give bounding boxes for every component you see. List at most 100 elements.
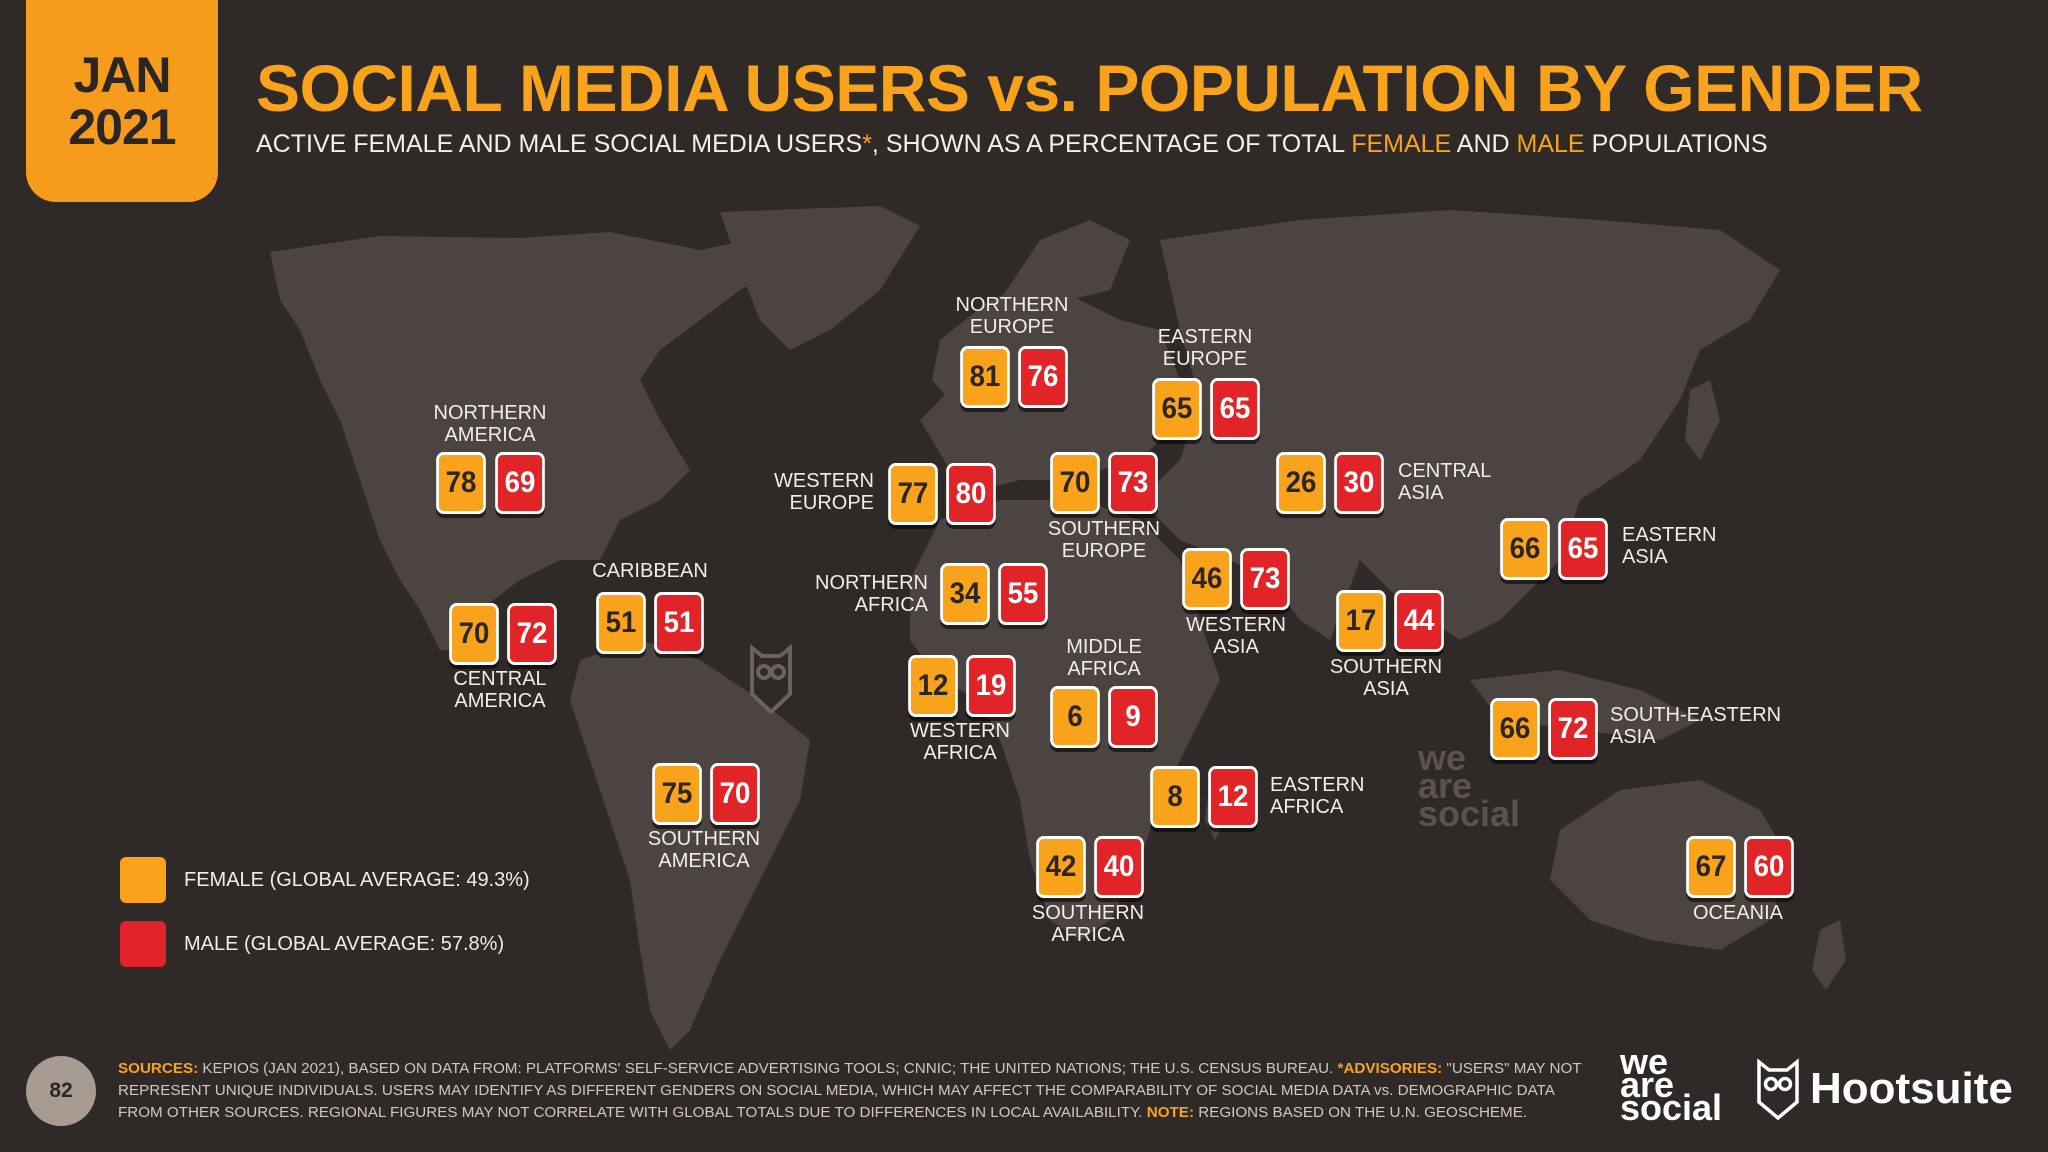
female-value-eastern-africa: 8 <box>1150 766 1200 828</box>
legend-swatch-female <box>120 857 166 903</box>
male-value-eastern-asia: 65 <box>1558 518 1608 580</box>
female-value-southern-europe: 70 <box>1050 452 1100 514</box>
male-value-northern-europe: 76 <box>1018 346 1068 408</box>
region-label-northern-america: NORTHERN AMERICA <box>433 402 547 446</box>
male-value-southern-africa: 40 <box>1094 836 1144 898</box>
female-value-south-eastern-asia: 66 <box>1490 698 1540 760</box>
land-greenland <box>720 206 920 350</box>
advisories-label: *ADVISORIES: <box>1337 1060 1443 1077</box>
sources-label: SOURCES: <box>118 1060 199 1077</box>
region-label-central-asia: CENTRAL ASIA <box>1398 460 1492 504</box>
legend-label-male: MALE (GLOBAL AVERAGE: 57.8%) <box>184 933 505 955</box>
land-japan <box>1685 380 1720 460</box>
subtitle-part-4: POPULATIONS <box>1584 130 1768 158</box>
region-label-southern-europe: SOUTHERN EUROPE <box>1047 518 1161 562</box>
watermark-line-2: are <box>1418 765 1473 806</box>
region-label-western-asia: WESTERN ASIA <box>1186 614 1286 658</box>
female-value-northern-europe: 81 <box>960 346 1010 408</box>
female-value-central-america: 70 <box>449 603 499 665</box>
male-value-western-africa: 19 <box>966 655 1016 717</box>
legend-swatch-male <box>120 921 166 967</box>
female-value-southern-asia: 17 <box>1336 590 1386 652</box>
female-value-eastern-asia: 66 <box>1500 518 1550 580</box>
hootsuite-owl-icon <box>1757 1058 1799 1120</box>
male-value-central-asia: 30 <box>1334 452 1384 514</box>
land-north-america <box>270 232 790 650</box>
note-body: REGIONS BASED ON THE U.N. GEOSCHEME. <box>1194 1104 1528 1121</box>
logo-line-social: social <box>1620 1087 1723 1128</box>
subtitle-asterisk: * <box>862 130 872 158</box>
region-label-southern-africa: SOUTHERN AFRICA <box>1031 902 1145 946</box>
region-label-caribbean: CARIBBEAN <box>592 560 708 582</box>
female-value-northern-america: 78 <box>436 452 486 514</box>
female-value-western-africa: 12 <box>908 655 958 717</box>
subtitle-male: MALE <box>1516 130 1585 158</box>
female-value-western-europe: 77 <box>888 463 938 525</box>
date-month: JAN <box>73 46 171 103</box>
watermark-line-1: we <box>1418 737 1467 778</box>
we-are-social-logo: we are social <box>1620 1044 1723 1128</box>
note-label: NOTE: <box>1146 1104 1194 1121</box>
female-value-middle-africa: 6 <box>1050 686 1100 748</box>
male-value-western-europe: 80 <box>946 463 996 525</box>
male-value-northern-africa: 55 <box>998 563 1048 625</box>
female-value-western-asia: 46 <box>1182 548 1232 610</box>
land-australia <box>1550 780 1790 950</box>
date-year: 2021 <box>68 99 176 155</box>
owl-icon <box>750 643 792 714</box>
page-number: 82 <box>26 1056 96 1126</box>
land-south-america <box>570 640 810 1050</box>
watermark-line-3: social <box>1418 793 1521 834</box>
male-value-south-eastern-asia: 72 <box>1548 698 1598 760</box>
region-label-western-europe: WESTERN EUROPE <box>774 470 874 514</box>
female-value-northern-africa: 34 <box>940 563 990 625</box>
female-value-central-asia: 26 <box>1276 452 1326 514</box>
land-uk <box>932 330 968 400</box>
land-scandinavia <box>1000 220 1130 330</box>
female-value-southern-africa: 42 <box>1036 836 1086 898</box>
page-title: SOCIAL MEDIA USERS vs. POPULATION BY GEN… <box>256 51 1923 125</box>
region-label-southern-asia: SOUTHERN ASIA <box>1329 656 1443 700</box>
region-label-western-africa: WESTERN AFRICA <box>910 720 1010 764</box>
subtitle-part-2: , SHOWN AS A PERCENTAGE OF TOTAL <box>871 130 1352 158</box>
subtitle-part-1: ACTIVE FEMALE AND MALE SOCIAL MEDIA USER… <box>256 130 863 158</box>
female-value-caribbean: 51 <box>596 592 646 654</box>
advisories-body: "USERS" MAY NOT REPRESENT UNIQUE INDIVID… <box>118 1060 1582 1121</box>
region-label-oceania: OCEANIA <box>1692 902 1784 924</box>
region-label-southern-america: SOUTHERN AMERICA <box>647 828 761 872</box>
subtitle-part-3: AND <box>1451 130 1517 158</box>
male-value-southern-asia: 44 <box>1394 590 1444 652</box>
region-label-northern-africa: NORTHERN AFRICA <box>815 572 928 616</box>
male-value-caribbean: 51 <box>654 592 704 654</box>
region-label-eastern-europe: EASTERN EUROPE <box>1157 326 1253 370</box>
male-value-central-america: 72 <box>507 603 557 665</box>
region-label-northern-europe: NORTHERN EUROPE <box>955 294 1069 338</box>
subtitle-female: FEMALE <box>1351 130 1452 158</box>
male-value-eastern-europe: 65 <box>1210 378 1260 440</box>
region-label-south-eastern-asia: SOUTH-EASTERN ASIA <box>1610 704 1782 748</box>
date-badge: JAN 2021 <box>26 0 218 202</box>
female-value-oceania: 67 <box>1686 836 1736 898</box>
region-label-middle-africa: MIDDLE AFRICA <box>1066 636 1142 680</box>
female-value-southern-america: 75 <box>652 763 702 825</box>
female-value-eastern-europe: 65 <box>1152 378 1202 440</box>
male-value-western-asia: 73 <box>1240 548 1290 610</box>
land-asia <box>1140 210 1780 640</box>
region-label-central-america: CENTRAL AMERICA <box>453 668 547 712</box>
male-value-oceania: 60 <box>1744 836 1794 898</box>
sources-text: SOURCES: KEPIOS (JAN 2021), BASED ON DAT… <box>118 1058 1598 1124</box>
male-value-southern-europe: 73 <box>1108 452 1158 514</box>
legend-label-female: FEMALE (GLOBAL AVERAGE: 49.3%) <box>184 869 530 891</box>
male-value-southern-america: 70 <box>710 763 760 825</box>
male-value-eastern-africa: 12 <box>1208 766 1258 828</box>
we-are-social-watermark: we are social <box>1418 737 1521 834</box>
sources-body: KEPIOS (JAN 2021), BASED ON DATA FROM: P… <box>198 1060 1338 1077</box>
male-value-northern-america: 69 <box>495 452 545 514</box>
hootsuite-logo: Hootsuite <box>1810 1064 2013 1113</box>
region-label-eastern-asia: EASTERN ASIA <box>1622 524 1717 568</box>
land-new-zealand <box>1812 920 1846 990</box>
region-label-eastern-africa: EASTERN AFRICA <box>1270 774 1365 818</box>
page-subtitle: ACTIVE FEMALE AND MALE SOCIAL MEDIA USER… <box>256 130 1768 159</box>
